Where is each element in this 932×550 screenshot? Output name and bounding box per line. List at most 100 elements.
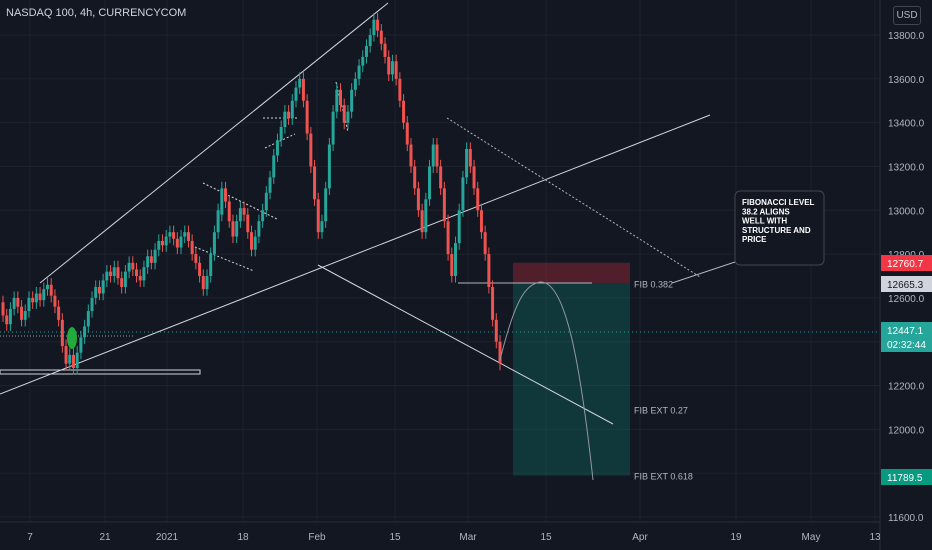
candle-body [461,177,465,211]
candle-body [398,78,402,101]
currency-button[interactable]: USD [893,6,921,25]
symbol-title[interactable]: NASDAQ 100, 4h, CURRENCYCOM [6,7,187,19]
candle-body [394,61,398,79]
price-axis-label-text: 12760.7 [887,259,924,270]
candle-body [79,337,83,353]
candle-body [183,232,187,237]
candle-body [83,326,87,338]
candle-body [205,276,209,290]
candle-body [479,210,483,233]
candle-body [135,269,139,276]
upper-wedge-line [39,2,389,284]
candle-body [142,267,146,281]
candle-body [235,221,239,237]
time-tick-label: Mar [459,532,477,543]
candle-body [346,111,350,123]
candle-body [268,177,272,193]
candle-body [457,210,461,244]
time-tick-label: 13 [869,532,881,543]
candle-body [46,284,50,290]
candle-body [146,256,150,268]
candle-body [483,232,487,255]
signal-marker [67,327,77,349]
candle-body [264,192,268,211]
candle-body [379,30,383,44]
time-axis: 7 21 2021 18 Feb 15 Mar 15 Apr 19 May 13 [27,532,881,543]
countdown-label-text: 02:32:44 [887,340,926,351]
candle-body [157,240,161,250]
candle-body [290,100,294,119]
candle-body [179,236,183,248]
candle-body [250,232,253,250]
candle-body [298,78,302,88]
candle-body [309,133,313,167]
candle-body [231,221,235,237]
price-tick-label: 12000.0 [888,425,925,436]
price-axis-label-text: 12665.3 [887,280,924,291]
candle-body [420,210,424,233]
candle-body [387,56,391,75]
candle-body [491,286,495,320]
candle-body [342,105,346,123]
candle-body [301,78,305,101]
candle-body [339,89,343,106]
candle-body [38,293,42,301]
callout-text-line: FIBONACCI LEVEL [742,198,815,207]
candle-body [168,232,172,237]
falling-resistance-line [446,117,701,278]
price-axis-label-text: 11789.5 [887,473,923,484]
candlestick-series [1,13,502,375]
candle-body [424,199,428,233]
candle-body [57,306,61,320]
candle-body [428,166,432,200]
candle-body [1,302,5,316]
candle-body [34,293,38,303]
candle-body [175,238,179,248]
candle-body [109,271,113,276]
candle-body [316,199,320,233]
callout-box [734,190,825,266]
candle-body [16,297,20,307]
candle-body [402,100,406,123]
callout-text-line: STRUCTURE AND [742,226,811,235]
price-tick-label: 13000.0 [888,206,925,217]
candle-body [246,214,250,233]
price-tick-label: 11600.0 [888,513,924,524]
overlay-annotations: FIB 0.382 FIB EXT 0.27 FIB EXT 0.618 FIBONA… [67,190,825,481]
candle-body [160,240,164,246]
price-axis-label [881,276,932,292]
price-axis-label [881,322,932,352]
candle-body [27,297,31,312]
price-tick-label: 12600.0 [888,294,925,305]
candle-body [357,65,361,79]
candle-body [224,188,228,202]
candle-body [287,111,291,119]
candle-body [361,56,365,66]
candle-body [446,221,450,255]
candle-body [227,201,231,222]
price-labels: 12760.7 12665.3 12447.1 02:32:44 11789.5 [881,255,932,485]
candle-body [20,306,24,320]
candle-body [383,43,387,57]
candle-body [64,346,68,364]
candle-body [472,166,476,189]
time-tick-label: Feb [308,532,326,543]
support-zone-box [0,369,201,375]
candle-body [216,210,220,233]
callout-pointer [671,261,736,284]
candle-body [257,221,261,237]
candle-body [468,148,472,167]
candle-body [376,19,380,31]
fib-annotation-label: FIB 0.382 [634,280,673,290]
candle-body [186,232,190,241]
grid-lines [0,0,880,522]
candle-body [324,188,328,222]
candle-body [476,188,480,211]
candle-body [413,166,417,189]
candle-body [313,166,317,200]
candle-body [31,297,35,303]
candle-body [439,166,443,189]
price-axis-label [881,255,932,271]
